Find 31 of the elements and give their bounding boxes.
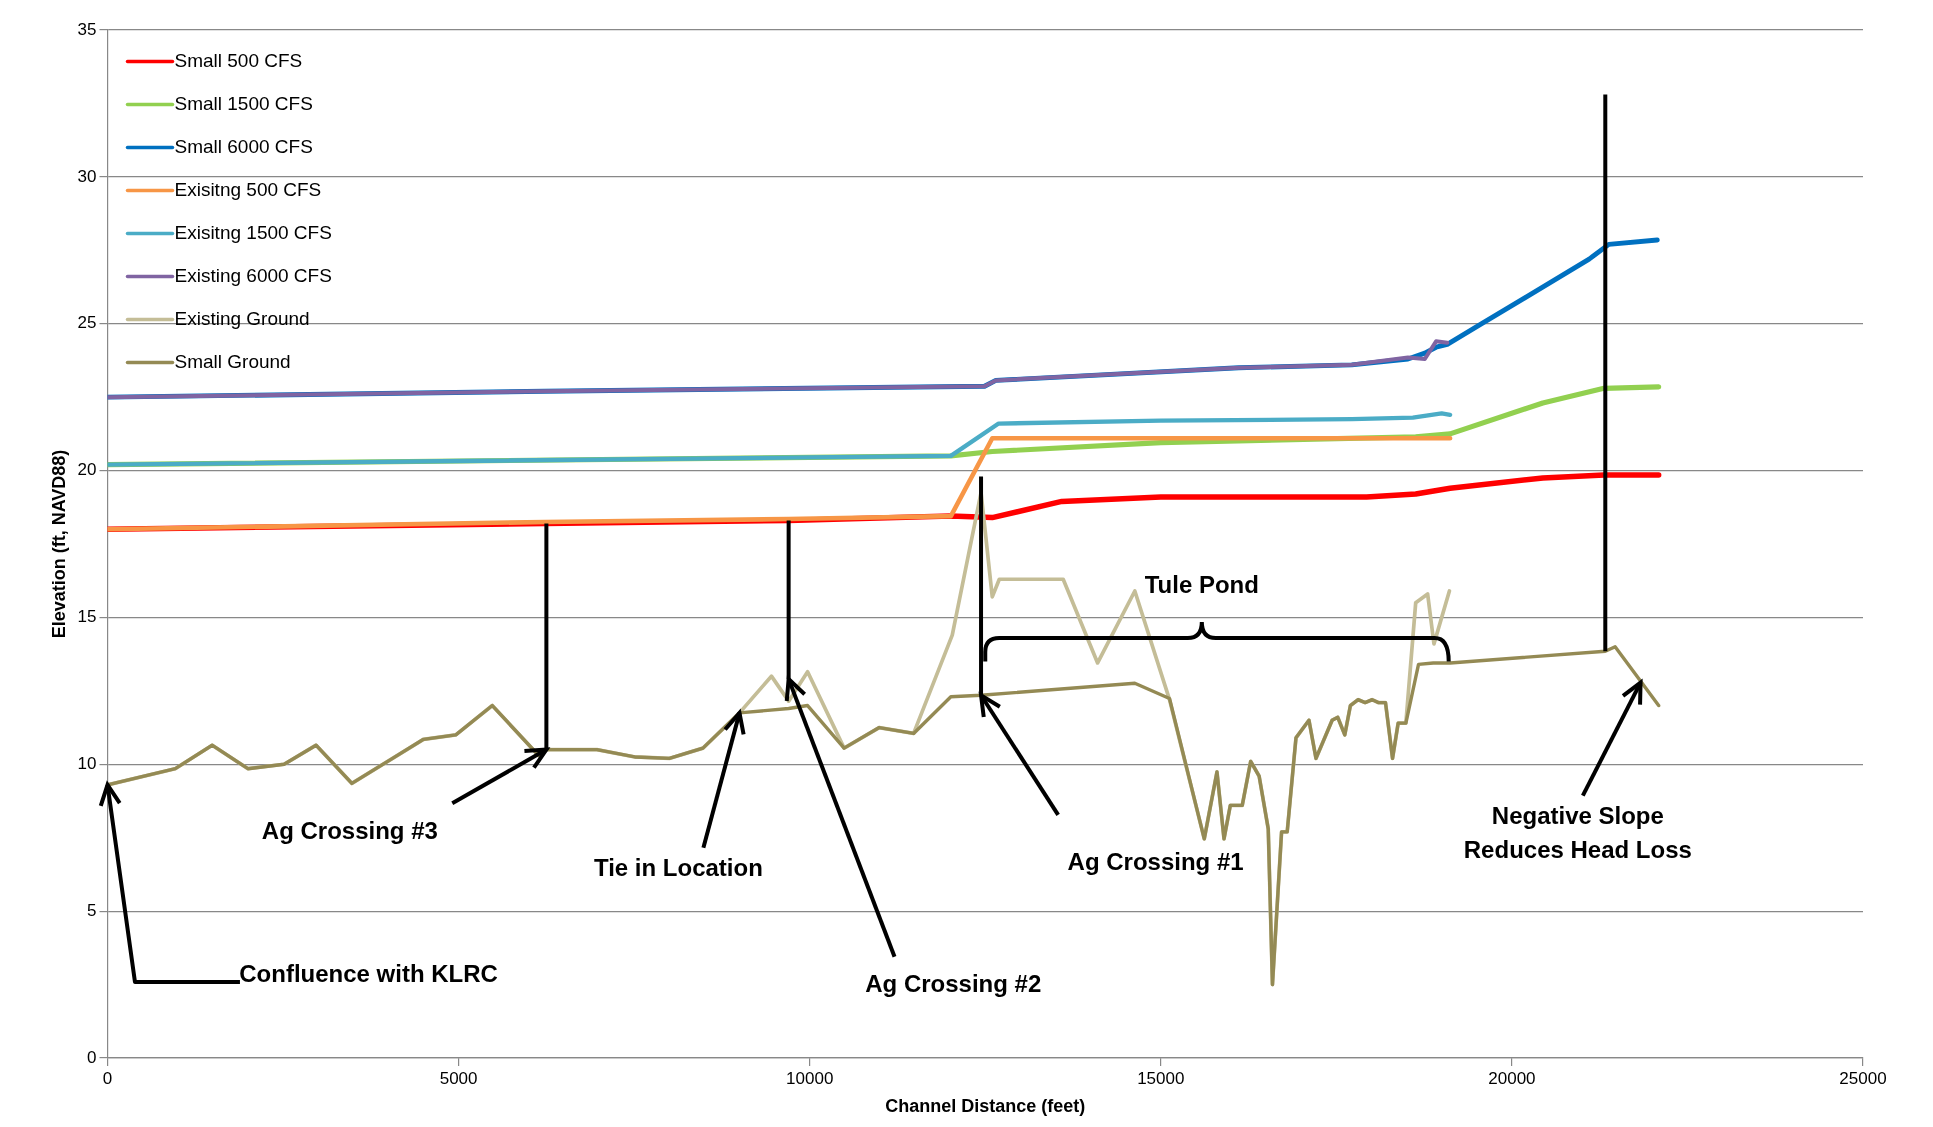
annotation: Tie in Location — [593, 853, 763, 881]
legend-label: Small Ground — [174, 350, 291, 372]
legend-label: Existing 6000 CFS — [174, 264, 332, 286]
legend-label: Exisitng 500 CFS — [174, 178, 322, 200]
x-tick-label: 25000 — [1839, 1068, 1887, 1088]
x-tick-label: 20000 — [1488, 1068, 1536, 1088]
annotation: Tule Pond — [1144, 571, 1259, 599]
y-tick-label: 5 — [87, 900, 97, 920]
annotation: Ag Crossing #2 — [865, 970, 1042, 998]
y-tick-label: 10 — [77, 753, 97, 773]
x-tick-label: 5000 — [439, 1068, 478, 1088]
annotation: Negative Slope Reduces Head Loss — [1463, 802, 1692, 864]
annotation: Ag Crossing #3 — [261, 817, 438, 845]
legend-label: Small 500 CFS — [174, 49, 303, 71]
x-axis-title: Channel Distance (feet) — [885, 1096, 1086, 1117]
y-tick-label: 25 — [77, 313, 97, 333]
y-tick-label: 0 — [87, 1047, 97, 1067]
y-tick-label: 20 — [77, 460, 97, 480]
legend-label: Exisitng 1500 CFS — [174, 221, 332, 243]
x-tick-label: 0 — [102, 1068, 113, 1088]
y-tick-label: 35 — [77, 19, 97, 39]
legend-label: Small 1500 CFS — [174, 92, 313, 114]
x-tick-label: 10000 — [786, 1068, 834, 1088]
legend-label: Small 6000 CFS — [174, 135, 313, 157]
legend-label: Existing Ground — [174, 307, 310, 329]
y-tick-label: 30 — [77, 166, 97, 186]
annotation: Ag Crossing #1 — [1067, 847, 1244, 875]
annotation: Confluence with KLRC — [239, 960, 498, 988]
y-axis-title: Elevation (ft, NAVD88) — [48, 449, 69, 639]
y-tick-label: 15 — [77, 607, 97, 627]
x-tick-label: 15000 — [1137, 1068, 1185, 1088]
